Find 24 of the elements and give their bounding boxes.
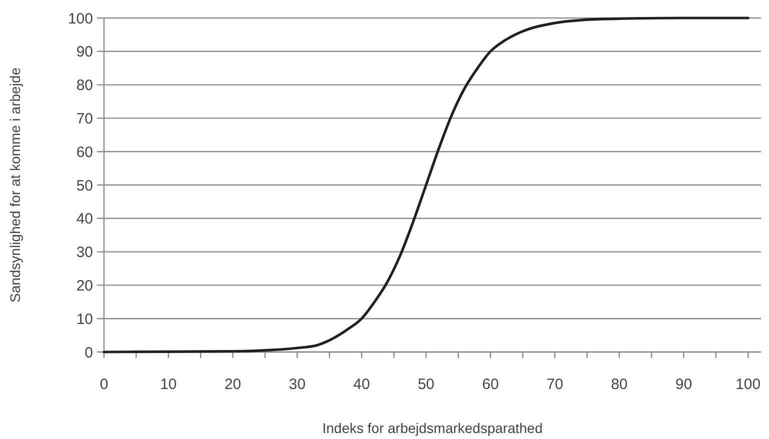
- y-tick-label: 0: [84, 344, 93, 362]
- x-tick-label: 30: [288, 376, 306, 393]
- x-tick-label: 90: [675, 376, 692, 393]
- x-tick-label: 70: [546, 376, 564, 393]
- x-tick-label: 60: [482, 376, 499, 393]
- y-tick-label: 10: [76, 310, 93, 328]
- x-tick-label: 0: [100, 376, 108, 393]
- y-tick-label: 100: [68, 10, 93, 28]
- x-tick-label: 50: [418, 376, 434, 393]
- y-tick-label: 40: [76, 210, 93, 228]
- y-tick-label: 30: [76, 244, 93, 262]
- y-tick-label: 80: [76, 77, 93, 94]
- x-tick-label: 100: [736, 376, 761, 393]
- y-tick-label: 70: [76, 110, 93, 128]
- y-tick-label: 20: [76, 277, 93, 294]
- x-tick-label: 10: [160, 376, 177, 393]
- y-tick-label: 60: [76, 144, 93, 161]
- x-axis-title: Indeks for arbejdsmarkedsparathed: [322, 420, 543, 436]
- x-tick-label: 80: [610, 376, 628, 393]
- y-tick-label: 90: [76, 44, 93, 61]
- x-tick-label: 40: [353, 376, 370, 393]
- x-tick-label: 20: [224, 376, 242, 393]
- y-axis-title: Sandsynlighed for at komme i arbejde: [7, 67, 23, 303]
- y-tick-label: 50: [76, 177, 93, 194]
